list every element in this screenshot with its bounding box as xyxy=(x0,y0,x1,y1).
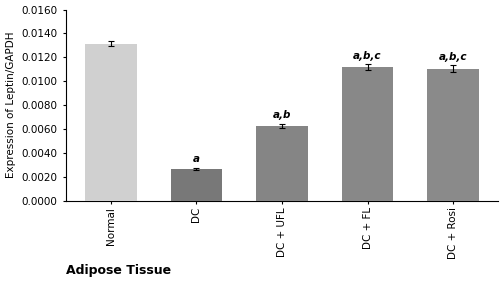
Bar xyxy=(85,44,137,201)
Bar xyxy=(257,126,307,201)
Y-axis label: Expression of Leptin/GAPDH: Expression of Leptin/GAPDH xyxy=(6,32,16,178)
Bar xyxy=(342,67,393,201)
Text: a: a xyxy=(193,154,200,164)
Text: a,b,c: a,b,c xyxy=(353,51,382,61)
Text: a,b: a,b xyxy=(273,110,291,120)
X-axis label: Adipose Tissue: Adipose Tissue xyxy=(66,264,171,277)
Text: a,b,c: a,b,c xyxy=(439,52,467,61)
Bar xyxy=(427,69,479,201)
Bar xyxy=(171,169,222,201)
